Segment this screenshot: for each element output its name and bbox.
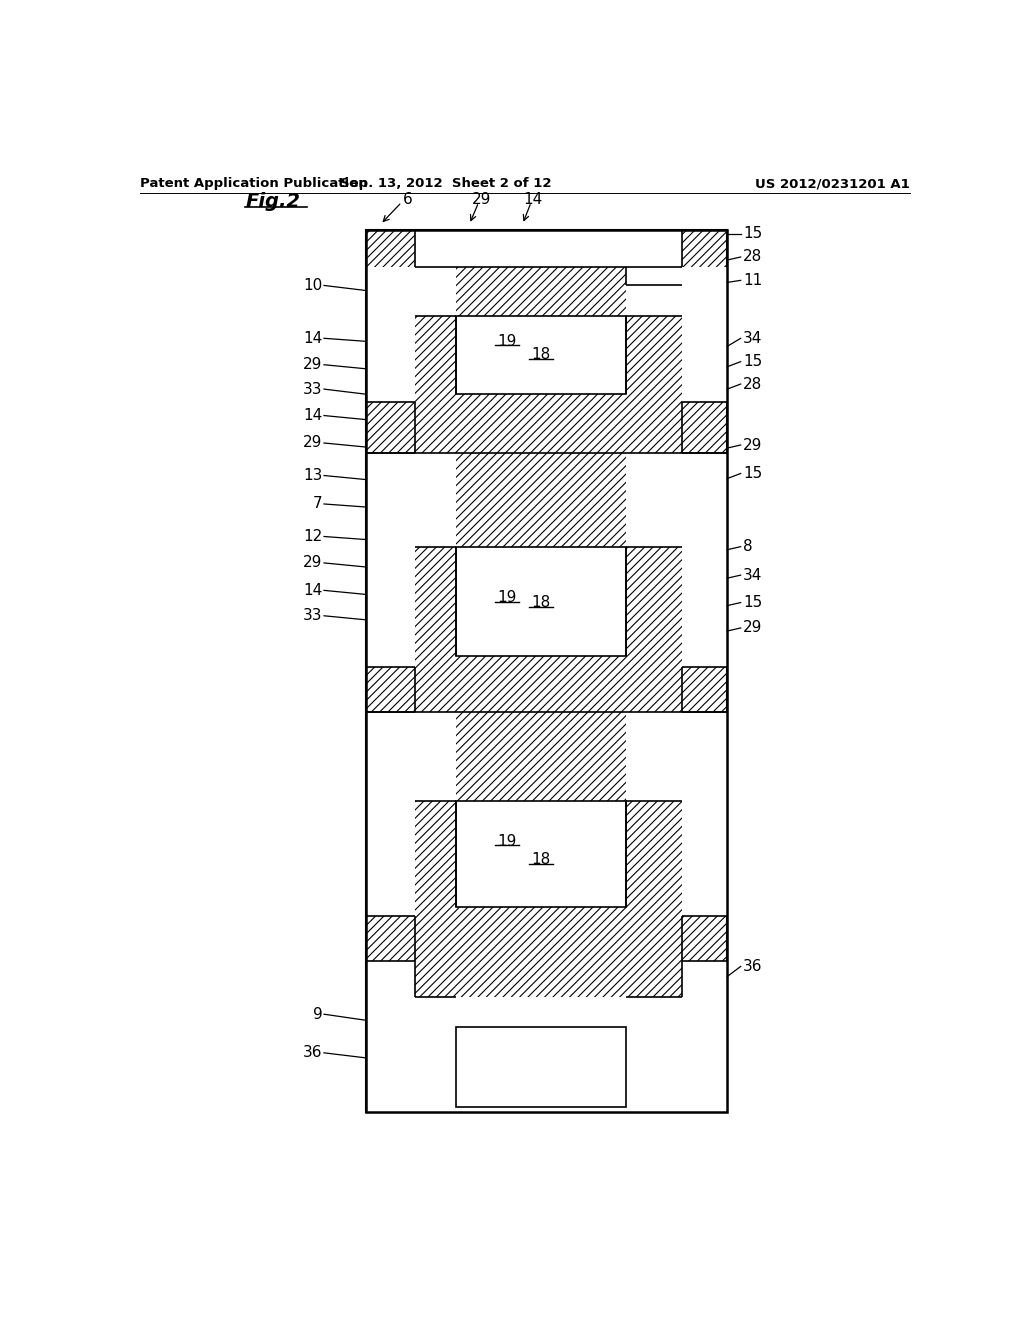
Bar	[682, 713, 727, 916]
Text: 34: 34	[743, 568, 763, 582]
Text: 18: 18	[531, 347, 550, 362]
Text: 36: 36	[743, 958, 763, 974]
Bar	[416, 230, 682, 267]
Bar	[416, 1018, 456, 1111]
Bar	[367, 230, 727, 1111]
Text: 34: 34	[743, 331, 763, 346]
Text: 33: 33	[303, 609, 323, 623]
Text: 33: 33	[303, 381, 323, 396]
Bar	[416, 997, 682, 1111]
Text: 11: 11	[743, 273, 762, 288]
Text: 19: 19	[498, 334, 517, 348]
Bar	[456, 801, 626, 907]
Bar	[456, 997, 626, 1111]
Text: 29: 29	[303, 358, 323, 372]
Bar	[682, 453, 727, 667]
Bar	[456, 546, 626, 656]
Bar	[416, 267, 456, 315]
Text: 29: 29	[743, 620, 763, 635]
Text: 14: 14	[303, 331, 323, 346]
Text: 10: 10	[303, 279, 323, 293]
Bar	[626, 267, 682, 315]
Text: 6: 6	[403, 191, 413, 206]
Text: 15: 15	[743, 226, 762, 242]
Text: 12: 12	[303, 529, 323, 544]
Text: 28: 28	[743, 249, 762, 264]
Text: 18: 18	[531, 853, 550, 867]
Text: 29: 29	[303, 556, 323, 570]
Text: 14: 14	[523, 191, 543, 206]
Bar	[367, 961, 416, 1111]
Bar	[367, 230, 727, 1111]
Text: Fig.2: Fig.2	[246, 191, 300, 211]
Text: 7: 7	[312, 496, 323, 511]
Text: 19: 19	[498, 834, 517, 849]
Bar	[456, 546, 626, 656]
Bar	[456, 315, 626, 395]
Bar	[682, 267, 727, 403]
Text: 14: 14	[303, 408, 323, 422]
Bar	[367, 453, 416, 667]
Text: 36: 36	[303, 1045, 323, 1060]
Text: 15: 15	[743, 466, 762, 480]
Text: 9: 9	[312, 1007, 323, 1022]
Bar	[626, 453, 682, 546]
Text: 29: 29	[303, 436, 323, 450]
Text: 14: 14	[303, 583, 323, 598]
Text: 29: 29	[743, 437, 763, 453]
Bar	[626, 713, 682, 801]
Bar	[626, 267, 682, 285]
Text: 13: 13	[303, 469, 323, 483]
Text: 28: 28	[743, 376, 762, 392]
Text: Sep. 13, 2012  Sheet 2 of 12: Sep. 13, 2012 Sheet 2 of 12	[340, 177, 551, 190]
Text: 8: 8	[743, 539, 753, 554]
Text: 15: 15	[743, 354, 762, 370]
Text: 18: 18	[531, 595, 550, 610]
Bar	[456, 315, 626, 395]
Text: 29: 29	[471, 191, 490, 206]
Text: US 2012/0231201 A1: US 2012/0231201 A1	[755, 177, 909, 190]
Bar	[416, 453, 456, 546]
Bar	[456, 1027, 626, 1106]
Bar	[682, 961, 727, 1111]
Bar	[416, 713, 456, 801]
Bar	[626, 1018, 682, 1111]
Text: Patent Application Publication: Patent Application Publication	[140, 177, 368, 190]
Bar	[456, 801, 626, 907]
Text: 19: 19	[498, 590, 517, 605]
Bar	[367, 267, 416, 403]
Bar	[367, 713, 416, 916]
Text: 15: 15	[743, 595, 762, 610]
